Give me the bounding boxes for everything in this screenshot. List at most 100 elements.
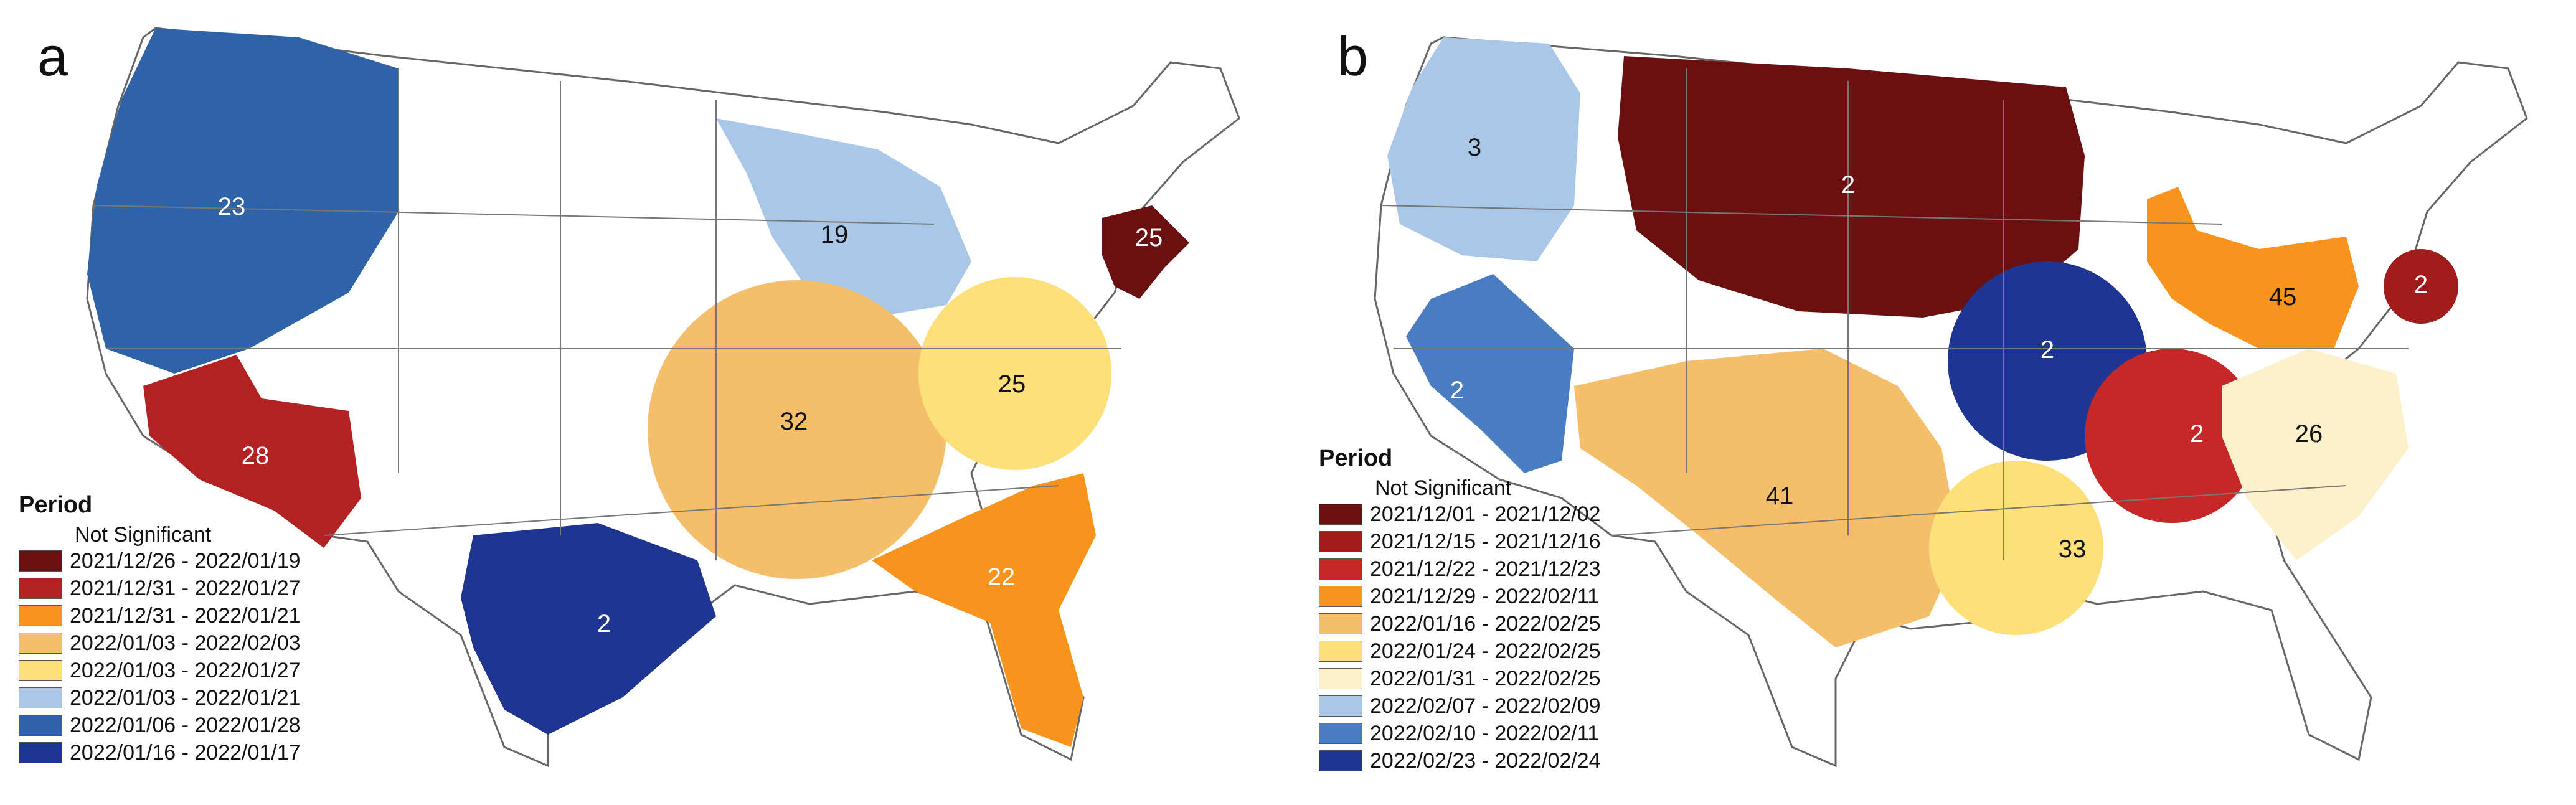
cluster-tennessee <box>2085 349 2259 523</box>
cluster-southeast <box>872 473 1096 747</box>
legend-item: 2022/01/03 - 2022/01/21 <box>19 684 301 712</box>
legend-swatch <box>19 605 62 626</box>
cluster-central-mississippi <box>648 280 946 579</box>
cluster-label: 25 <box>998 370 1026 398</box>
cluster-label: 2 <box>2414 271 2428 298</box>
legend-item-label: 2022/01/31 - 2022/02/25 <box>1370 666 1601 690</box>
legend-item: 2021/12/15 - 2021/12/16 <box>1319 528 1601 555</box>
cluster-label: 2 <box>2190 420 2204 448</box>
cluster-upper-midwest <box>716 118 971 318</box>
legend-swatch <box>1319 750 1362 771</box>
legend-title: Period <box>19 492 93 518</box>
cluster-great-lakes-ohio <box>2147 187 2359 349</box>
legend: Period Not Significant 2021/12/26 - 2022… <box>19 492 301 766</box>
legend-swatch <box>1319 558 1362 580</box>
legend-item-label: 2021/12/01 - 2021/12/02 <box>1370 502 1601 526</box>
us-map: 23 28 2 19 32 25 22 25 <box>86 27 1240 768</box>
cluster-lower-mississippi <box>1929 461 2103 635</box>
cluster-label: 41 <box>1766 483 1794 510</box>
cluster-northeast <box>1102 205 1189 299</box>
cluster-label: 32 <box>780 408 808 435</box>
legend-item-label: 2021/12/31 - 2022/01/21 <box>70 603 301 628</box>
legend-swatch <box>1319 695 1362 717</box>
state-lines <box>1380 68 2409 560</box>
cluster-label: 45 <box>2269 283 2297 311</box>
cluster-southwest <box>143 355 361 548</box>
legend-swatch <box>1319 613 1362 634</box>
legend-item-label: 2022/01/03 - 2022/02/03 <box>70 631 301 655</box>
legend-item-label: 2021/12/22 - 2021/12/23 <box>1370 557 1601 581</box>
legend-item: 2021/12/29 - 2022/02/11 <box>1319 583 1601 610</box>
cluster-label: 33 <box>2059 535 2087 563</box>
legend-item-label: 2022/01/03 - 2022/01/21 <box>70 685 301 710</box>
legend-item-label: 2021/12/26 - 2022/01/19 <box>70 548 301 573</box>
us-map: 3 2 2 2 41 33 2 26 45 2 <box>1374 36 2528 768</box>
cluster-label: 22 <box>988 563 1016 591</box>
legend-item: 2022/02/10 - 2022/02/11 <box>1319 720 1601 747</box>
cluster-pacific-northwest <box>87 28 399 374</box>
legend-item: 2022/01/06 - 2022/01/28 <box>19 712 301 739</box>
legend-item: 2022/01/03 - 2022/02/03 <box>19 629 301 657</box>
legend-swatch <box>19 578 62 599</box>
legend-item-label: 2021/12/29 - 2022/02/11 <box>1370 584 1600 608</box>
legend-not-significant: Not Significant <box>75 523 212 547</box>
legend-not-significant: Not Significant <box>1375 476 1512 500</box>
legend: Period Not Significant 2021/12/01 - 2021… <box>1319 445 1601 774</box>
cluster-northern-plains <box>1618 56 2085 318</box>
panel-a: a 23 28 2 19 <box>19 26 1240 768</box>
legend-item: 2022/01/16 - 2022/02/25 <box>1319 610 1601 638</box>
legend-item-label: 2022/01/16 - 2022/01/17 <box>70 740 301 765</box>
legend-item-label: 2022/01/16 - 2022/02/25 <box>1370 611 1601 636</box>
cluster-label: 2 <box>1450 377 1464 404</box>
cluster-label: 2 <box>1841 171 1855 199</box>
panel-label: b <box>1338 26 1368 87</box>
legend-swatch <box>1319 641 1362 662</box>
legend-item: 2021/12/26 - 2022/01/19 <box>19 547 301 575</box>
legend-swatch <box>1319 531 1362 552</box>
cluster-pacific-northwest <box>1387 37 1580 261</box>
cluster-label: 2 <box>597 610 611 638</box>
legend-item: 2022/01/31 - 2022/02/25 <box>1319 665 1601 692</box>
cluster-texas <box>461 523 716 735</box>
legend-item-label: 2022/02/07 - 2022/02/09 <box>1370 694 1601 718</box>
legend-item-label: 2022/01/24 - 2022/02/25 <box>1370 639 1601 663</box>
legend-item: 2022/02/07 - 2022/02/09 <box>1319 692 1601 720</box>
legend-item: 2022/02/23 - 2022/02/24 <box>1319 747 1601 774</box>
legend-swatch <box>19 633 62 654</box>
legend-item: 2021/12/22 - 2021/12/23 <box>1319 555 1601 583</box>
legend-item: 2021/12/31 - 2022/01/27 <box>19 575 301 602</box>
cluster-ohio-valley <box>918 277 1111 470</box>
legend-swatch <box>19 715 62 736</box>
legend-swatch <box>19 550 62 572</box>
legend-item-label: 2022/02/10 - 2022/02/11 <box>1370 721 1600 745</box>
legend-swatch <box>1319 586 1362 607</box>
legend-item-label: 2021/12/31 - 2022/01/27 <box>70 576 301 600</box>
legend-swatch <box>1319 504 1362 525</box>
legend-swatch <box>19 742 62 763</box>
legend-swatch <box>1319 723 1362 744</box>
cluster-label: 28 <box>242 442 270 469</box>
legend-swatch <box>19 660 62 681</box>
panel-label: a <box>37 26 68 87</box>
legend-swatch <box>19 687 62 708</box>
legend-item: 2022/01/03 - 2022/01/27 <box>19 657 301 684</box>
legend-item: 2022/01/16 - 2022/01/17 <box>19 739 301 766</box>
legend-item: 2021/12/31 - 2022/01/21 <box>19 602 301 629</box>
cluster-carolinas <box>2222 349 2409 560</box>
legend-item-label: 2021/12/15 - 2021/12/16 <box>1370 529 1601 553</box>
legend-item-label: 2022/01/03 - 2022/01/27 <box>70 658 301 682</box>
cluster-southwest-plains <box>1574 349 1960 647</box>
cluster-label: 25 <box>1135 224 1163 252</box>
state-lines <box>93 68 1121 560</box>
cluster-label: 3 <box>1468 134 1481 161</box>
cluster-label: 19 <box>821 221 849 248</box>
cluster-label: 2 <box>2041 336 2054 364</box>
cluster-mid-atlantic <box>2384 249 2458 324</box>
legend-item: 2021/12/01 - 2021/12/02 <box>1319 501 1601 528</box>
legend-title: Period <box>1319 445 1393 471</box>
cluster-california-nevada <box>1406 274 1574 473</box>
legend-item-label: 2022/01/06 - 2022/01/28 <box>70 713 301 737</box>
legend-swatch <box>1319 668 1362 689</box>
panel-b: b 3 2 2 2 41 3 <box>1288 0 2575 805</box>
